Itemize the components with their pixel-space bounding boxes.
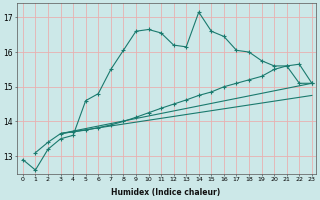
X-axis label: Humidex (Indice chaleur): Humidex (Indice chaleur) xyxy=(111,188,221,197)
